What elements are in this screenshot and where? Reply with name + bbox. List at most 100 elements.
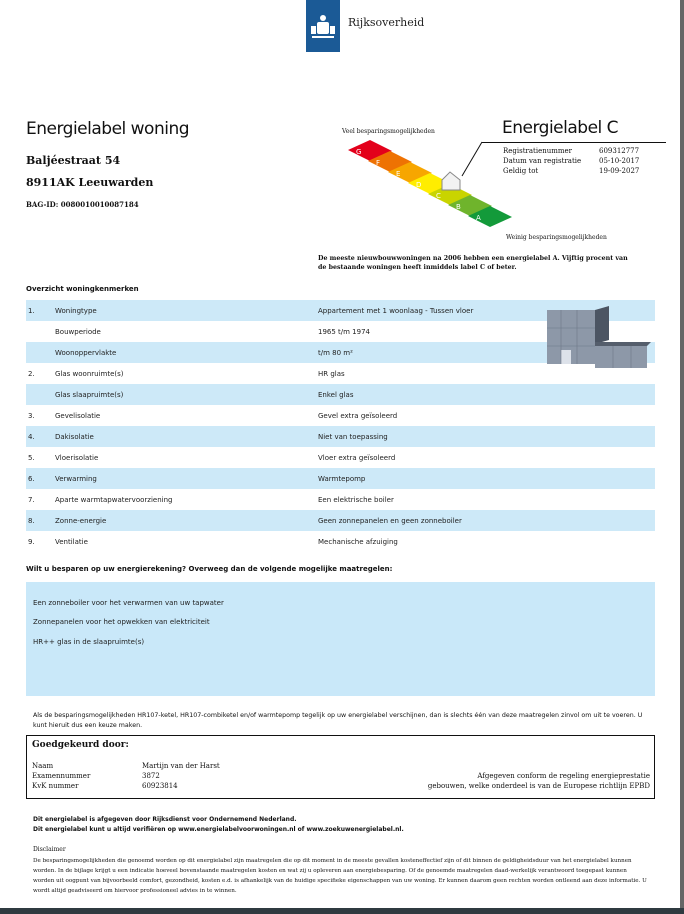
disclaimer-title: Disclaimer — [33, 846, 66, 853]
measure-item: Een zonneboiler voor het verwarmen van u… — [33, 599, 224, 607]
approval-value: Martijn van der Harst — [142, 762, 220, 770]
label-class-letter: B — [456, 203, 461, 211]
approval-row: KvK nummer 60923814 — [32, 781, 220, 791]
table-row: 4. Dakisolatie Niet van toepassing — [26, 426, 655, 447]
cell-num: 2. — [28, 370, 35, 378]
overview-heading: Overzicht woningkenmerken — [26, 285, 139, 293]
reg-value: 609312777 — [599, 147, 640, 155]
cell-value: Een elektrische boiler — [318, 496, 394, 504]
table-row: 7. Aparte warmtapwatervoorziening Een elek… — [26, 489, 655, 510]
approval-label: Examennummer — [32, 772, 91, 780]
cell-label: Zonne-energie — [55, 517, 107, 525]
cell-value: Niet van toepassing — [318, 433, 388, 441]
bottom-bar — [0, 908, 684, 914]
label-note: De meeste nieuwbouwwoningen na 2006 hebb… — [318, 255, 628, 271]
cell-label: Aparte warmtapwatervoorziening — [55, 496, 173, 504]
approval-value: 3872 — [142, 772, 160, 780]
label-divider — [482, 142, 666, 143]
crest-icon — [311, 15, 335, 38]
reg-label: Geldig tot — [503, 167, 539, 175]
approval-label: Naam — [32, 762, 54, 770]
cell-label: Verwarming — [55, 475, 97, 483]
building-illustration — [547, 306, 651, 368]
measure-item: HR++ glas in de slaapruimte(s) — [33, 638, 145, 646]
issuer-info: Dit energielabel is afgegeven door Rijks… — [33, 815, 404, 835]
cell-value: Appartement met 1 woonlaag - Tussen vloe… — [318, 307, 474, 315]
cell-label: Bouwperiode — [55, 328, 101, 336]
label-class-letter: C — [436, 192, 441, 200]
approval-row: Examennummer 3872 — [32, 771, 220, 781]
page-title: Energielabel woning — [26, 119, 190, 139]
label-class-letter: A — [476, 214, 481, 222]
label-class-letter: E — [396, 170, 400, 178]
cell-value: HR glas — [318, 370, 345, 378]
cell-label: Woningtype — [55, 307, 97, 315]
table-row: Woonoppervlakte t/m 80 m² — [26, 342, 655, 363]
cell-label: Vloerisolatie — [55, 454, 99, 462]
approval-details: Naam Martijn van der Harst Examennummer 38… — [32, 761, 220, 791]
cell-label: Woonoppervlakte — [55, 349, 117, 357]
cell-label: Gevelisolatie — [55, 412, 101, 420]
reg-value: 05-10-2017 — [599, 157, 640, 165]
measure-item: Zonnepanelen voor het opwekken van elekt… — [33, 618, 210, 626]
reg-label: Registratienummer — [503, 147, 573, 155]
measures-box: Een zonneboiler voor het verwarmen van u… — [26, 582, 655, 696]
cell-value: Enkel glas — [318, 391, 354, 399]
logo-text: Rijksoverheid — [348, 16, 425, 29]
approval-row: Naam Martijn van der Harst — [32, 761, 220, 771]
pointer-line — [461, 141, 483, 177]
rijksoverheid-logo — [306, 0, 340, 52]
label-title: Energielabel C — [502, 118, 619, 138]
table-row: Glas slaapruimte(s) Enkel glas — [26, 384, 655, 405]
cell-num: 8. — [28, 517, 35, 525]
registration-info: Registratienummer 609312777 Datum van reg… — [503, 146, 639, 176]
cell-num: 1. — [28, 307, 35, 315]
conform-line: gebouwen, welke onderdeel is van de Euro… — [427, 782, 650, 790]
conform-line: Afgegeven conform de regeling energiepre… — [477, 772, 650, 780]
cell-value: Mechanische afzuiging — [318, 538, 398, 546]
cell-value: Geen zonnepanelen en geen zonneboiler — [318, 517, 462, 525]
measures-note: Als de besparingsmogelijkheden HR107-ket… — [33, 712, 643, 729]
table-row: 1. Woningtype Appartement met 1 woonlaag -… — [26, 300, 655, 321]
energy-label-scale: G F E D C B A — [348, 140, 512, 227]
approval-heading: Goedgekeurd door: — [32, 740, 129, 750]
scale-bottom-label: Weinig besparingsmogelijkheden — [506, 234, 607, 241]
table-row: 6. Verwarming Warmtepomp — [26, 468, 655, 489]
label-class-letter: G — [356, 148, 361, 156]
cell-value: 1965 t/m 1974 — [318, 328, 371, 336]
cell-num: 7. — [28, 496, 35, 504]
reg-label: Datum van registratie — [503, 157, 582, 165]
approval-box: Goedgekeurd door: Naam Martijn van der Ha… — [26, 735, 655, 799]
cell-value: Vloer extra geïsoleerd — [318, 454, 396, 462]
reg-row: Registratienummer 609312777 — [503, 146, 639, 156]
cell-label: Glas slaapruimte(s) — [55, 391, 124, 399]
approval-label: KvK nummer — [32, 782, 79, 790]
table-row: 2. Glas woonruimte(s) HR glas — [26, 363, 655, 384]
house-marker-icon — [441, 171, 461, 191]
disclaimer-text: De besparingsmogelijkheden die genoemd w… — [33, 858, 647, 894]
cell-value: t/m 80 m² — [318, 349, 353, 357]
table-row: 9. Ventilatie Mechanische afzuiging — [26, 531, 655, 552]
cell-num: 4. — [28, 433, 35, 441]
table-row: 3. Gevelisolatie Gevel extra geïsoleerd — [26, 405, 655, 426]
reg-value: 19-09-2027 — [599, 167, 640, 175]
cell-label: Dakisolatie — [55, 433, 94, 441]
label-band-A: A — [468, 206, 512, 227]
issuer-line: Dit energielabel is afgegeven door Rijks… — [33, 816, 297, 823]
verify-line[interactable]: Dit energielabel kunt u altijd verifiëre… — [33, 826, 404, 833]
conform-text: Afgegeven conform de regeling energiepre… — [428, 771, 650, 791]
table-row: 8. Zonne-energie Geen zonnepanelen en geen… — [26, 510, 655, 531]
reg-row: Datum van registratie 05-10-2017 — [503, 156, 639, 166]
cell-num: 5. — [28, 454, 35, 462]
cell-label: Glas woonruimte(s) — [55, 370, 124, 378]
measures-heading: Wilt u besparen op uw energierekening? O… — [26, 565, 393, 573]
bag-id: BAG-ID: 0080010010087184 — [26, 200, 139, 209]
address-city: 8911AK Leeuwarden — [26, 176, 154, 189]
approval-value: 60923814 — [142, 782, 178, 790]
table-row: Bouwperiode 1965 t/m 1974 — [26, 321, 655, 342]
cell-num: 3. — [28, 412, 35, 420]
table-row: 5. Vloerisolatie Vloer extra geïsoleerd — [26, 447, 655, 468]
cell-num: 6. — [28, 475, 35, 483]
cell-num: 9. — [28, 538, 35, 546]
scrollbar[interactable] — [680, 0, 684, 908]
